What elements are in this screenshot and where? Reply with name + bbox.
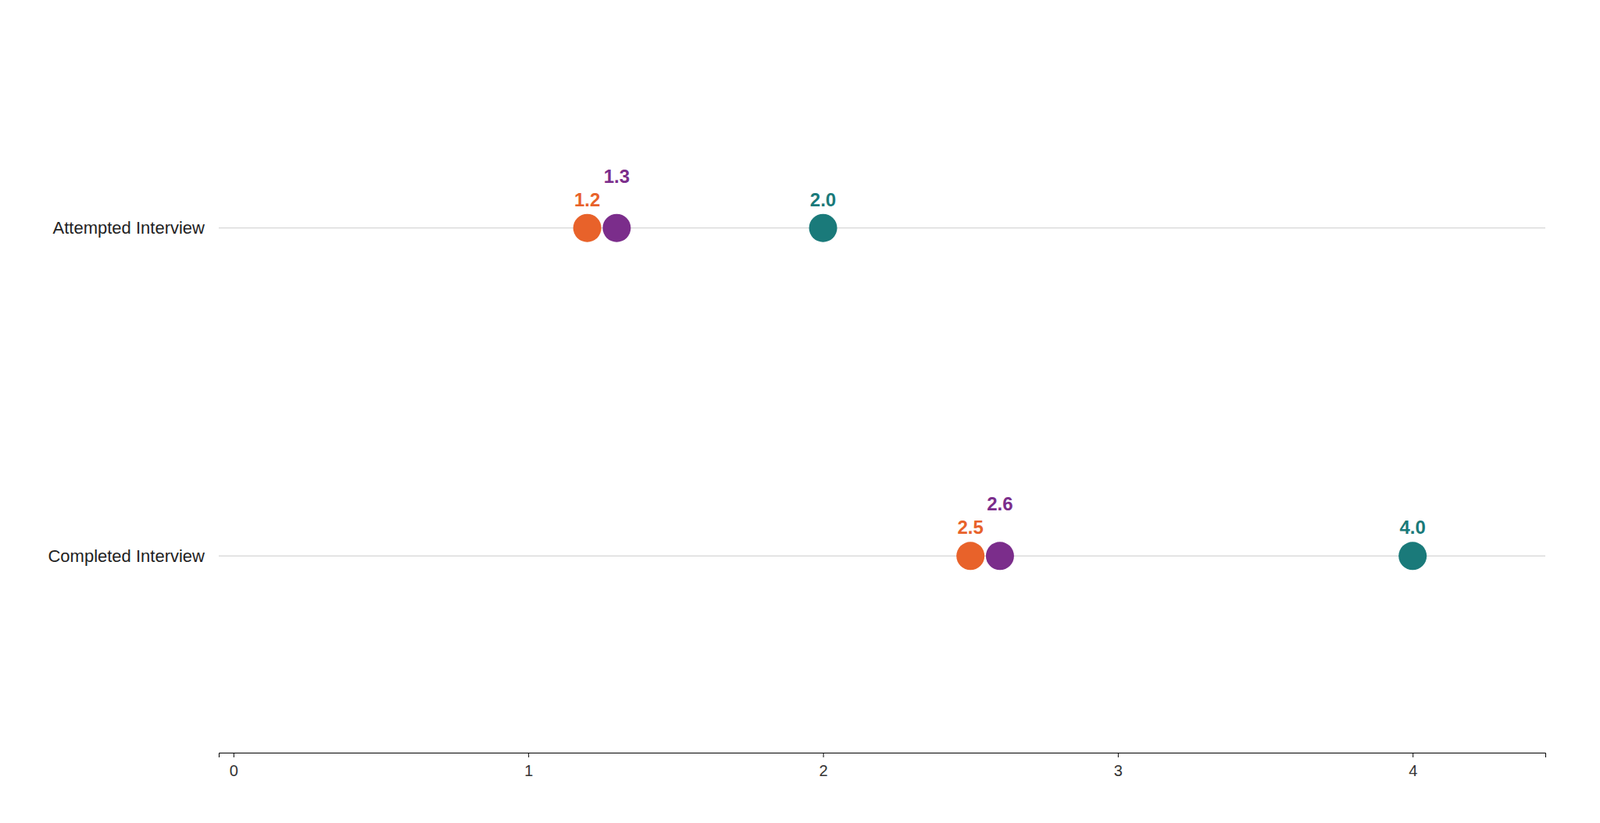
x-tick-label: 2 [818,761,828,779]
dot [573,214,602,243]
y-tick-label: Completed Interview [47,546,205,566]
chart: 0 1 2 3 4 Attempted Interview Completed Interv… [0,0,1600,823]
x-axis: 0 1 2 3 4 [219,752,1547,779]
data-label: 2.6 [986,492,1013,515]
dots [573,214,1428,571]
y-tick: Attempted Interview [53,217,206,238]
x-tick: 1 [524,752,533,779]
y-tick-label: Attempted Interview [53,217,206,238]
dot [809,214,838,243]
x-tick: 4 [1408,752,1418,779]
category-lines [218,228,1546,557]
x-tick-mark [1412,752,1414,758]
dot [985,541,1015,570]
category-line [218,227,1546,229]
data-label: 2.5 [957,516,984,538]
x-tick-mark [233,752,235,758]
dot [1398,541,1427,570]
x-tick-mark [1117,752,1119,758]
y-tick: Completed Interview [47,546,205,566]
x-tick-mark [528,752,529,758]
x-tick: 2 [818,752,828,779]
x-tick: 0 [229,752,239,779]
x-tick-mark [823,752,825,758]
x-tick-label: 4 [1408,761,1418,779]
y-axis: Attempted Interview Completed Interview [47,217,205,566]
chart-container: 0 1 2 3 4 Attempted Interview Completed Interv… [0,0,1600,823]
x-tick-label: 0 [229,761,239,779]
x-tick-label: 1 [524,761,533,779]
x-tick-label: 3 [1114,761,1123,779]
dot [602,214,631,243]
category-line [218,555,1546,557]
data-label: 4.0 [1400,516,1426,538]
data-labels: 1.21.3 2.0 2.52.6 4.0 [574,165,1426,539]
data-label: 2.0 [810,189,836,211]
x-tick: 3 [1114,752,1123,779]
dot [956,541,985,570]
data-label: 1.2 [574,189,600,211]
x-axis-line [219,753,1547,758]
data-label: 1.3 [603,165,630,187]
